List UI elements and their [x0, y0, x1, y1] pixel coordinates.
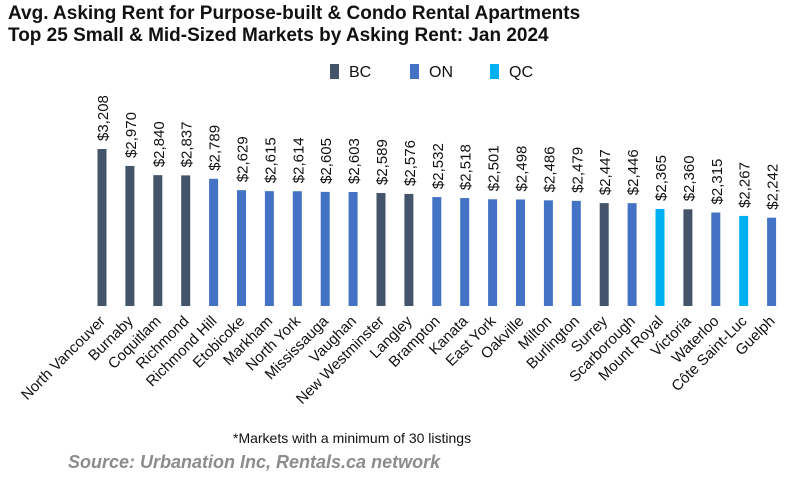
bar	[571, 200, 581, 306]
bar	[655, 208, 665, 306]
bar	[320, 191, 330, 306]
data-label: $2,576	[402, 140, 419, 186]
data-label: $2,840	[151, 121, 168, 167]
bar	[627, 203, 637, 306]
data-label: $2,614	[290, 137, 307, 183]
bar	[543, 200, 553, 306]
data-label: $2,479	[569, 147, 586, 193]
bar	[488, 199, 498, 306]
data-label: $2,315	[709, 159, 726, 205]
data-label: $2,532	[430, 143, 447, 189]
legend-label-on: ON	[429, 64, 453, 81]
bar	[209, 178, 219, 306]
data-label: $2,615	[262, 137, 279, 183]
data-label: $2,267	[737, 162, 754, 208]
data-label: $2,629	[235, 136, 252, 182]
bar	[516, 199, 525, 306]
data-label: $2,486	[541, 146, 558, 192]
data-label: $2,518	[458, 144, 475, 190]
data-label: $2,447	[597, 149, 614, 195]
bar	[292, 191, 302, 306]
bar	[767, 217, 777, 306]
legend-label-bc: BC	[349, 64, 371, 81]
source-note: Source: Urbanation Inc, Rentals.ca netwo…	[68, 452, 441, 472]
bar	[181, 175, 191, 306]
bar	[739, 215, 749, 306]
bar	[97, 149, 107, 306]
data-label: $2,360	[681, 155, 698, 201]
chart-title-line-1: Avg. Asking Rent for Purpose-built & Con…	[8, 3, 581, 24]
data-label: $2,501	[486, 145, 503, 191]
data-label: $2,837	[179, 121, 196, 167]
data-label: $2,242	[765, 164, 782, 210]
data-label: $2,589	[374, 139, 391, 185]
bar	[237, 190, 246, 306]
bar	[376, 193, 386, 306]
bar	[404, 193, 414, 306]
bar	[711, 212, 721, 306]
legend-label-qc: QC	[509, 64, 533, 81]
bar	[264, 191, 274, 306]
data-label: $3,208	[95, 95, 112, 141]
data-label: $2,605	[318, 138, 335, 184]
data-label: $2,498	[514, 146, 531, 192]
bar	[125, 165, 135, 306]
data-label: $2,446	[625, 149, 642, 195]
bar	[348, 192, 358, 306]
bar	[599, 203, 609, 306]
legend-swatch-bc	[330, 64, 339, 79]
legend-swatch-qc	[490, 64, 499, 79]
footnote: *Markets with a minimum of 30 listings	[233, 430, 472, 446]
bar	[683, 209, 693, 306]
legend-swatch-on	[410, 64, 419, 79]
data-label: $2,365	[653, 155, 670, 201]
bar	[432, 197, 442, 306]
bar	[460, 198, 470, 306]
data-label: $2,603	[346, 138, 363, 184]
chart-title-line-2: Top 25 Small & Mid-Sized Markets by Aski…	[8, 25, 549, 46]
data-label: $2,970	[123, 112, 140, 158]
data-label: $2,789	[207, 125, 224, 171]
bar	[153, 175, 163, 306]
